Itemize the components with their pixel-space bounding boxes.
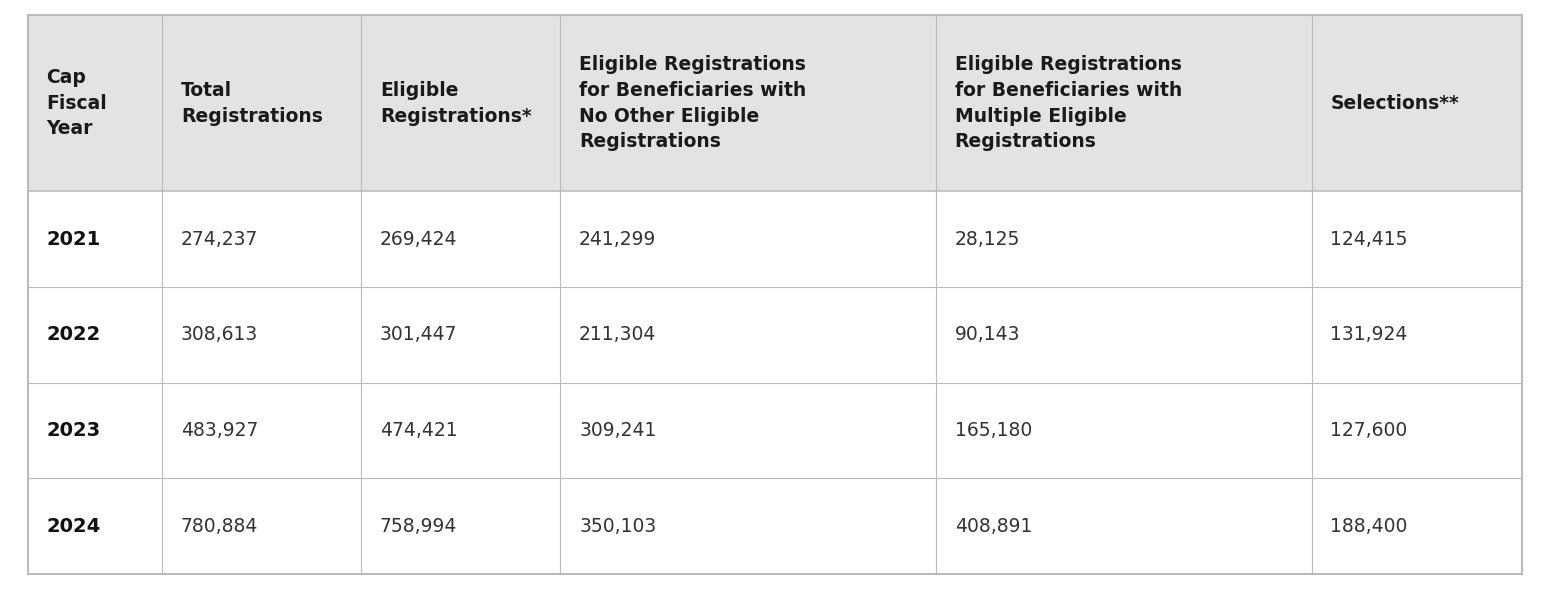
Bar (936, 15, 1311, 191)
Text: 301,447: 301,447 (380, 325, 457, 344)
Bar (561, 478, 936, 574)
Text: 308,613: 308,613 (181, 325, 257, 344)
Text: 124,415: 124,415 (1330, 230, 1407, 249)
Text: Eligible Registrations
for Beneficiaries with
No Other Eligible
Registrations: Eligible Registrations for Beneficiaries… (580, 55, 806, 151)
Text: 758,994: 758,994 (380, 517, 457, 536)
Bar (561, 287, 936, 383)
Text: 2024: 2024 (46, 517, 101, 536)
Text: 241,299: 241,299 (580, 230, 657, 249)
Text: 90,143: 90,143 (955, 325, 1020, 344)
Bar (361, 191, 561, 287)
Text: Eligible
Registrations*: Eligible Registrations* (380, 81, 532, 126)
Text: 211,304: 211,304 (580, 325, 657, 344)
Bar (28, 287, 163, 383)
Text: 2023: 2023 (46, 421, 101, 440)
Text: 483,927: 483,927 (181, 421, 259, 440)
Text: 2021: 2021 (46, 230, 101, 249)
Text: 780,884: 780,884 (181, 517, 259, 536)
Bar (936, 287, 1311, 383)
Bar (1311, 287, 1522, 383)
Text: 309,241: 309,241 (580, 421, 657, 440)
Text: 274,237: 274,237 (181, 230, 259, 249)
Bar (561, 383, 936, 478)
Bar (1311, 15, 1522, 191)
Bar (163, 15, 361, 191)
Bar (163, 191, 361, 287)
Text: 474,421: 474,421 (380, 421, 457, 440)
Text: Eligible Registrations
for Beneficiaries with
Multiple Eligible
Registrations: Eligible Registrations for Beneficiaries… (955, 55, 1183, 151)
Text: Cap
Fiscal
Year: Cap Fiscal Year (46, 68, 107, 138)
Bar (28, 191, 163, 287)
Text: 2022: 2022 (46, 325, 101, 344)
Text: 350,103: 350,103 (580, 517, 656, 536)
Text: 188,400: 188,400 (1330, 517, 1407, 536)
Bar (361, 383, 561, 478)
Bar (28, 478, 163, 574)
Text: Total
Registrations: Total Registrations (181, 81, 322, 126)
Bar (163, 383, 361, 478)
Bar (936, 383, 1311, 478)
Bar (28, 15, 163, 191)
Text: Selections**: Selections** (1330, 94, 1459, 112)
Text: 28,125: 28,125 (955, 230, 1020, 249)
Bar (361, 287, 561, 383)
Bar (163, 287, 361, 383)
Text: 408,891: 408,891 (955, 517, 1032, 536)
Text: 165,180: 165,180 (955, 421, 1032, 440)
Bar (1311, 383, 1522, 478)
Bar (1311, 478, 1522, 574)
Bar (936, 478, 1311, 574)
Bar (561, 15, 936, 191)
Bar (28, 383, 163, 478)
Bar (561, 191, 936, 287)
Bar (936, 191, 1311, 287)
Text: 131,924: 131,924 (1330, 325, 1407, 344)
Bar (163, 478, 361, 574)
Bar (1311, 191, 1522, 287)
Text: 127,600: 127,600 (1330, 421, 1407, 440)
Bar (361, 15, 561, 191)
Bar (361, 478, 561, 574)
Text: 269,424: 269,424 (380, 230, 457, 249)
